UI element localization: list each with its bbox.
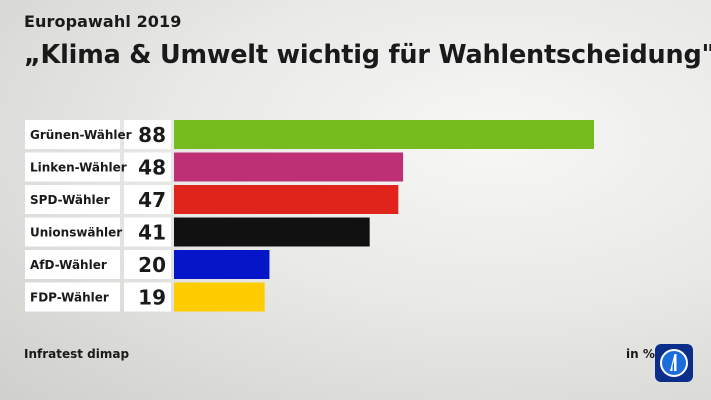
source-label: Infratest dimap bbox=[24, 347, 130, 361]
value-label-box bbox=[124, 152, 171, 182]
data-label: 41 bbox=[138, 221, 166, 245]
value-label-box bbox=[124, 282, 171, 312]
category-label-box bbox=[25, 217, 120, 247]
category-label: Grünen-Wähler bbox=[30, 128, 132, 142]
data-label: 20 bbox=[138, 253, 166, 277]
value-label-box bbox=[124, 250, 171, 279]
value-label-box bbox=[124, 185, 171, 214]
chart-title: „Klima & Umwelt wichtig für Wahlentschei… bbox=[24, 40, 711, 70]
bar bbox=[174, 152, 404, 182]
category-label-box bbox=[25, 152, 120, 182]
bar-row: Linken-Wähler 48 bbox=[25, 152, 404, 182]
value-label-box bbox=[124, 217, 171, 247]
category-label: AfD-Wähler bbox=[30, 258, 107, 272]
data-label: 48 bbox=[138, 156, 166, 180]
ard-logo-icon bbox=[655, 344, 693, 382]
bar-row: Unionswähler 41 bbox=[25, 217, 370, 247]
bar bbox=[174, 282, 265, 312]
category-label: Unionswähler bbox=[30, 226, 122, 240]
category-label: Linken-Wähler bbox=[30, 161, 127, 175]
category-label: SPD-Wähler bbox=[30, 193, 110, 207]
bar bbox=[174, 120, 594, 149]
unit-label: in % bbox=[626, 347, 655, 361]
bar-row: SPD-Wähler 47 bbox=[25, 185, 399, 214]
value-label-box bbox=[124, 120, 171, 149]
bar bbox=[174, 185, 399, 214]
data-label: 88 bbox=[138, 123, 166, 147]
category-label-box bbox=[25, 185, 120, 214]
data-label: 47 bbox=[138, 188, 166, 212]
bar-row: AfD-Wähler 20 bbox=[25, 250, 270, 279]
category-label-box bbox=[25, 250, 120, 279]
bar-row: Grünen-Wähler 88 bbox=[25, 120, 594, 149]
bar-row: FDP-Wähler 19 bbox=[25, 282, 265, 312]
chart-subtitle: Europawahl 2019 bbox=[24, 12, 182, 31]
bar bbox=[174, 250, 270, 279]
category-label: FDP-Wähler bbox=[30, 291, 109, 305]
category-label-box bbox=[25, 282, 120, 312]
category-label-box bbox=[25, 120, 120, 149]
bar bbox=[174, 217, 370, 247]
data-label: 19 bbox=[138, 286, 166, 310]
